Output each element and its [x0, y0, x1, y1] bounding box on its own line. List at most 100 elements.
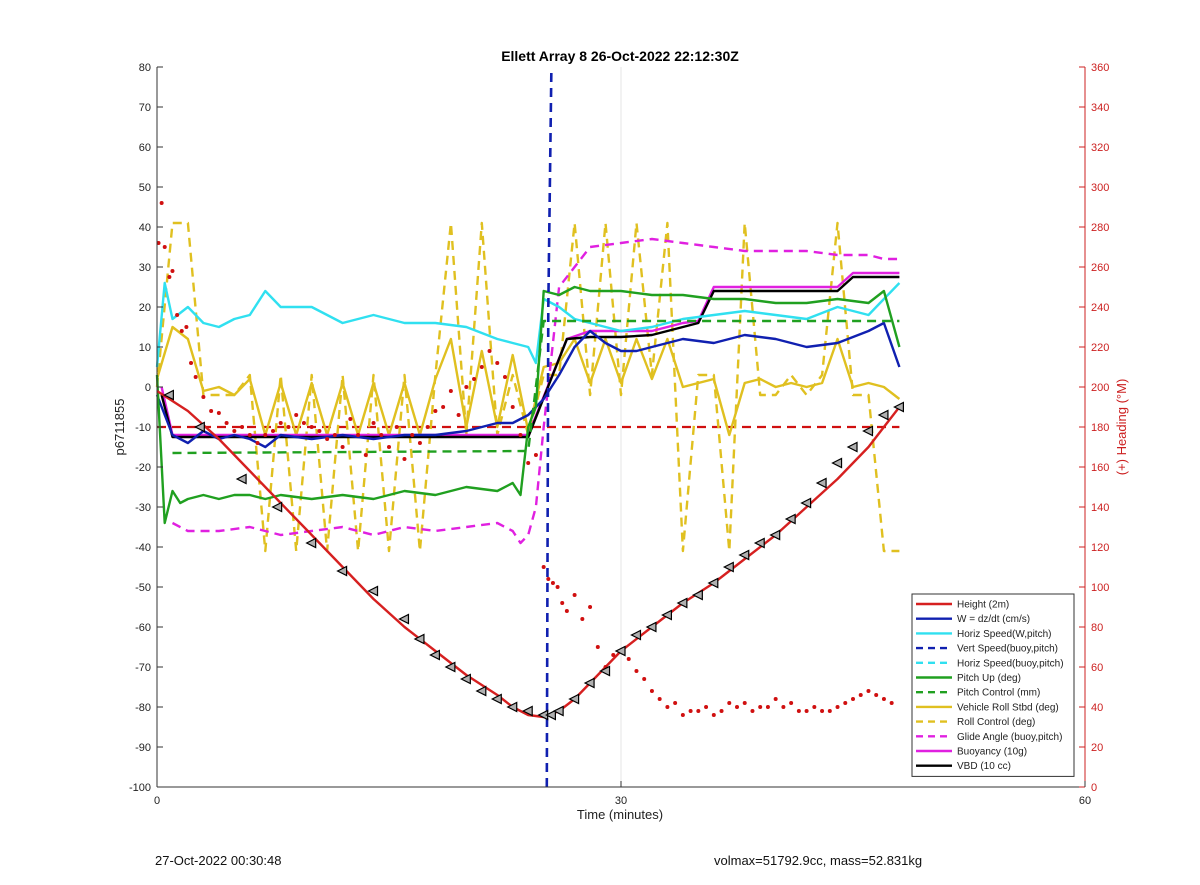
depth-marker: [459, 673, 471, 685]
depth-marker: [599, 665, 611, 677]
heading-point: [843, 701, 848, 705]
right-y-tick-label: 200: [1091, 382, 1109, 394]
heading-point: [680, 713, 685, 717]
right-y-tick-label: 160: [1091, 462, 1109, 474]
right-y-tick-label: 100: [1091, 582, 1109, 594]
heading-point: [758, 705, 763, 709]
right-y-tick-label: 360: [1091, 62, 1109, 74]
heading-point: [402, 457, 407, 461]
y-tick-label: -100: [129, 782, 151, 794]
legend-item: Vehicle Roll Stbd (deg): [957, 702, 1059, 713]
legend-item: Height (2m): [957, 600, 1009, 611]
heading-point: [820, 709, 825, 713]
depth-marker: [413, 633, 425, 645]
right-y-tick-label: 340: [1091, 102, 1109, 114]
legend-item: Vert Speed(buoy,pitch): [957, 644, 1058, 655]
right-y-tick-label: 260: [1091, 262, 1109, 274]
right-y-tick-label: 280: [1091, 222, 1109, 234]
heading-point: [719, 709, 724, 713]
chart-title: Ellett Array 8 26-Oct-2022 22:12:30Z: [501, 48, 739, 64]
heading-point: [796, 709, 801, 713]
depth-marker: [235, 473, 247, 485]
y-tick-label: 0: [145, 382, 151, 394]
heading-point: [742, 701, 747, 705]
heading-point: [232, 429, 237, 433]
heading-point: [175, 313, 180, 317]
heading-point: [456, 413, 461, 417]
heading-point: [309, 425, 314, 429]
heading-point: [711, 713, 716, 717]
heading-point: [363, 453, 368, 457]
heading-point: [634, 669, 639, 673]
heading-point: [487, 349, 492, 353]
y-tick-label: 70: [139, 102, 151, 114]
right-y-tick-label: 80: [1091, 622, 1103, 634]
depth-marker: [753, 537, 765, 549]
right-y-tick-label: 20: [1091, 742, 1103, 754]
heading-point: [167, 275, 172, 279]
right-y-tick-label: 0: [1091, 782, 1097, 794]
depth-marker: [800, 497, 812, 509]
plot-area: [155, 66, 904, 788]
heading-point: [503, 375, 507, 379]
heading-point: [193, 375, 198, 379]
x-tick-label: 0: [154, 795, 160, 807]
right-y-tick-label: 220: [1091, 342, 1109, 354]
depth-marker: [893, 401, 904, 413]
legend-item: Horiz Speed(buoy,pitch): [957, 658, 1064, 669]
series-line: [155, 281, 901, 368]
heading-point: [240, 425, 245, 429]
y-tick-label: -90: [135, 742, 151, 754]
depth-marker: [475, 685, 487, 697]
heading-point: [156, 241, 161, 245]
right-y-tick-label: 320: [1091, 142, 1109, 154]
depth-marker: [271, 501, 283, 513]
depth-marker: [583, 677, 595, 689]
heading-point: [425, 425, 430, 429]
heading-point: [417, 441, 422, 445]
depth-marker: [305, 537, 317, 549]
heading-point: [889, 701, 894, 705]
heading-point: [588, 605, 593, 609]
legend-box: [911, 593, 1075, 777]
depth-marker: [707, 577, 719, 589]
legend-item: Glide Angle (buoy,pitch): [957, 732, 1062, 743]
depth-marker: [862, 425, 874, 437]
depth-marker: [769, 529, 781, 541]
heading-point: [858, 693, 863, 697]
depth-marker: [846, 441, 858, 453]
heading-point: [325, 437, 330, 441]
heading-point: [479, 365, 484, 369]
heading-point: [657, 697, 662, 701]
heading-point: [555, 585, 560, 589]
legend: Height (2m) W = dz/dt (cm/s) Horiz Speed(W…: [911, 593, 1075, 777]
series-line: [171, 237, 900, 545]
heading-point: [356, 433, 361, 437]
heading-point: [835, 705, 840, 709]
right-y-tick-label: 60: [1091, 662, 1103, 674]
heading-point: [371, 421, 376, 425]
heading-point: [851, 697, 855, 701]
depth-marker: [552, 705, 564, 717]
footer-timestamp: 27-Oct-2022 00:30:48: [155, 853, 282, 868]
right-y-axis-label: (+) Heading (°M): [1114, 379, 1129, 476]
right-y-tick-label: 140: [1091, 502, 1109, 514]
heading-point: [387, 445, 391, 449]
series-line: [160, 275, 900, 439]
right-y-tick-label: 180: [1091, 422, 1109, 434]
depth-marker: [490, 693, 502, 705]
right-y-tick-label: 240: [1091, 302, 1109, 314]
heading-point: [162, 245, 167, 249]
depth-marker: [661, 609, 672, 621]
heading-point: [827, 709, 832, 713]
heading-point: [410, 433, 415, 437]
heading-point: [448, 389, 453, 393]
heading-point: [286, 425, 291, 429]
heading-point: [649, 689, 654, 693]
heading-point: [526, 461, 531, 465]
series-line: [172, 319, 900, 455]
heading-point: [781, 705, 786, 709]
depth-marker: [398, 613, 410, 625]
depth-marker: [691, 589, 703, 601]
